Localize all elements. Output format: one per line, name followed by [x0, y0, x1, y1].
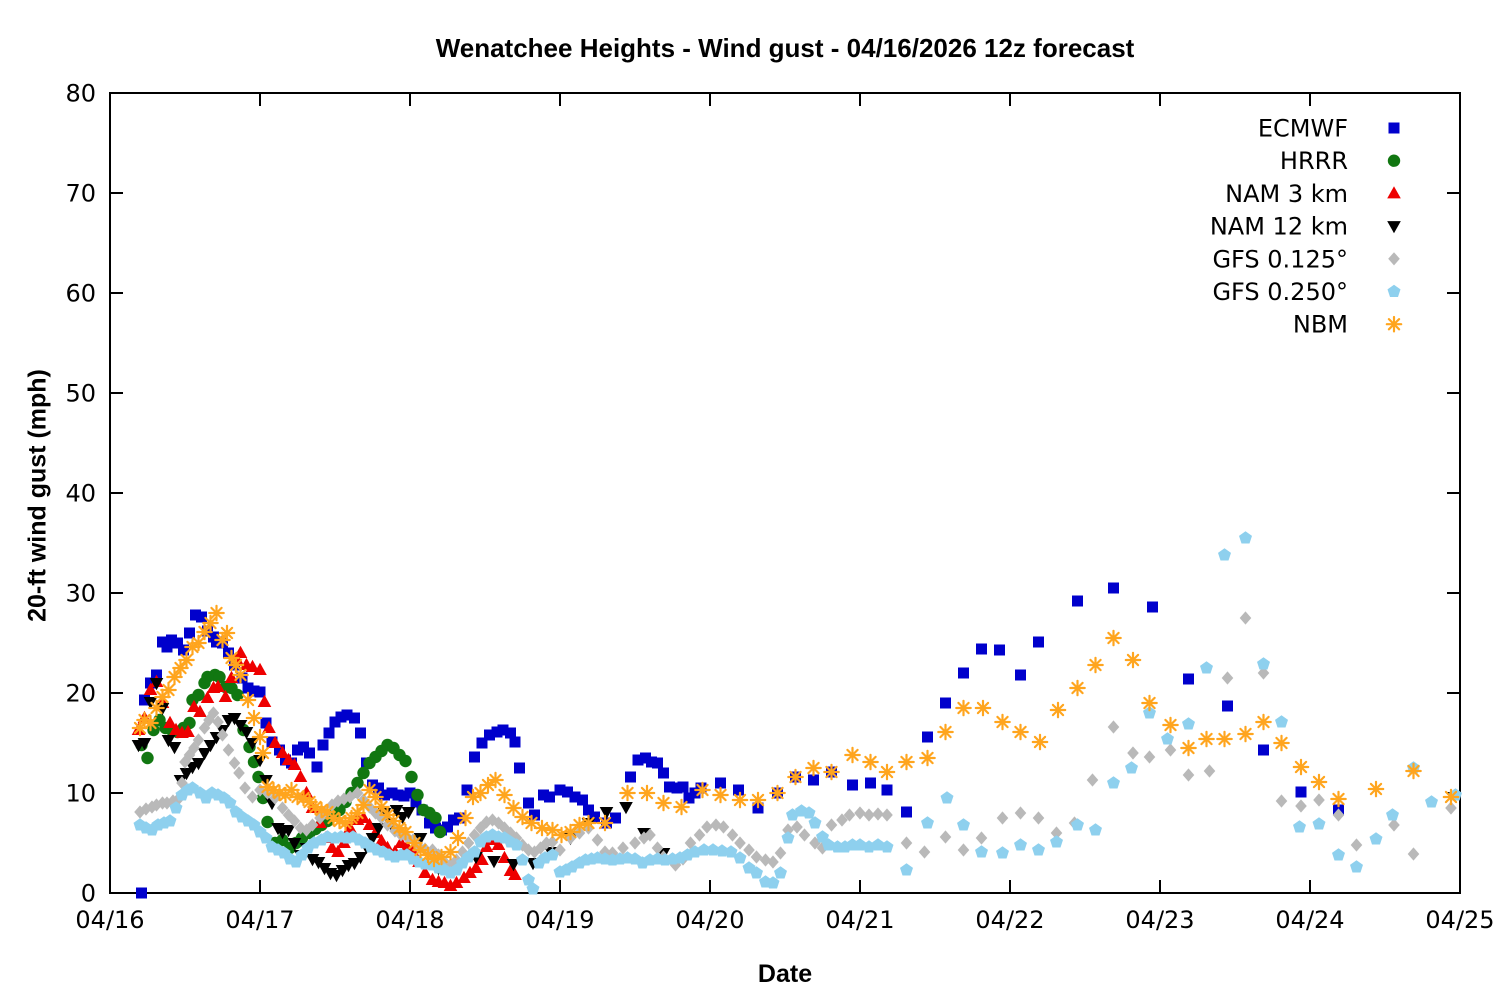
- legend-item-nam-12-km: NAM 12 km: [1210, 213, 1401, 241]
- circle-icon: [1387, 154, 1401, 167]
- x-axis-title: Date: [757, 960, 813, 988]
- triangle-up-icon: [1387, 186, 1401, 199]
- y-tick-label: 80: [65, 80, 96, 108]
- y-tick-label: 0: [81, 880, 96, 908]
- y-tick-label: 10: [65, 780, 96, 808]
- x-tick-label: 04/24: [1275, 906, 1344, 934]
- y-tick-label: 40: [65, 480, 96, 508]
- x-tick-label: 04/17: [225, 906, 294, 934]
- x-tick-label: 04/21: [825, 906, 894, 934]
- legend-item-gfs-0-125: GFS 0.125°: [1212, 245, 1400, 273]
- legend-item-gfs-0-250: GFS 0.250°: [1212, 278, 1401, 306]
- x-tick-label: 04/16: [75, 906, 144, 934]
- series-gfs-0-125: [134, 611, 1457, 872]
- legend-label: HRRR: [1280, 147, 1348, 175]
- y-tick-label: 30: [65, 580, 96, 608]
- legend-label: GFS 0.250°: [1212, 278, 1348, 306]
- legend-label: ECMWF: [1258, 115, 1348, 143]
- legend-item-nam-3-km: NAM 3 km: [1225, 180, 1401, 208]
- legend-label: NAM 3 km: [1225, 180, 1348, 208]
- triangle-down-icon: [1387, 221, 1401, 234]
- x-tick-label: 04/25: [1425, 906, 1494, 934]
- asterisk-icon: [1385, 315, 1403, 333]
- legend-label: NAM 12 km: [1210, 213, 1348, 241]
- y-tick-label: 20: [65, 680, 96, 708]
- square-icon: [1388, 122, 1400, 134]
- x-tick-label: 04/22: [975, 906, 1044, 934]
- y-tick-label: 70: [65, 180, 96, 208]
- pentagon-icon: [1387, 284, 1401, 297]
- legend-label: NBM: [1293, 311, 1348, 339]
- x-tick-label: 04/18: [375, 906, 444, 934]
- x-axis: 04/16 04/17 04/18 04/19 04/20 04/21 04/22 04/23…: [75, 93, 1495, 934]
- legend-item-nbm: NBM: [1293, 311, 1403, 339]
- series-gfs-0-250: [133, 531, 1462, 895]
- y-tick-label: 50: [65, 380, 96, 408]
- y-tick-label: 60: [65, 280, 96, 308]
- series-nbm: [131, 604, 1460, 868]
- legend-item-hrrr: HRRR: [1280, 147, 1401, 175]
- legend-item-ecmwf: ECMWF: [1258, 115, 1400, 143]
- diamond-icon: [1388, 252, 1400, 266]
- x-tick-label: 04/23: [1125, 906, 1194, 934]
- x-tick-label: 04/19: [525, 906, 594, 934]
- legend: ECMWF HRRR NAM 3 km NAM 12 km GFS 0.125° GFS …: [1210, 115, 1403, 339]
- chart-title: Wenatchee Heights - Wind gust - 04/16/20…: [435, 33, 1135, 63]
- x-tick-label: 04/20: [675, 906, 744, 934]
- legend-label: GFS 0.125°: [1212, 245, 1348, 273]
